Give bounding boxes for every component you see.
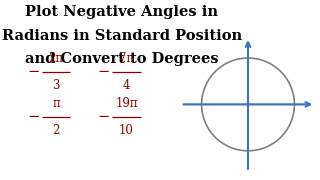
- Text: Plot Negative Angles in: Plot Negative Angles in: [25, 5, 218, 19]
- Text: −: −: [28, 65, 40, 79]
- Text: 7π: 7π: [119, 52, 134, 65]
- Text: π: π: [52, 97, 60, 110]
- Text: 2: 2: [52, 124, 60, 137]
- Text: 3: 3: [52, 79, 60, 92]
- Text: and Convert to Degrees: and Convert to Degrees: [25, 52, 219, 66]
- Text: 2π: 2π: [49, 52, 63, 65]
- Text: −: −: [98, 110, 110, 124]
- Text: Radians in Standard Position: Radians in Standard Position: [2, 29, 242, 43]
- Text: −: −: [28, 110, 40, 124]
- Text: 19π: 19π: [115, 97, 138, 110]
- Text: 4: 4: [123, 79, 130, 92]
- Text: 10: 10: [119, 124, 134, 137]
- Text: −: −: [98, 65, 110, 79]
